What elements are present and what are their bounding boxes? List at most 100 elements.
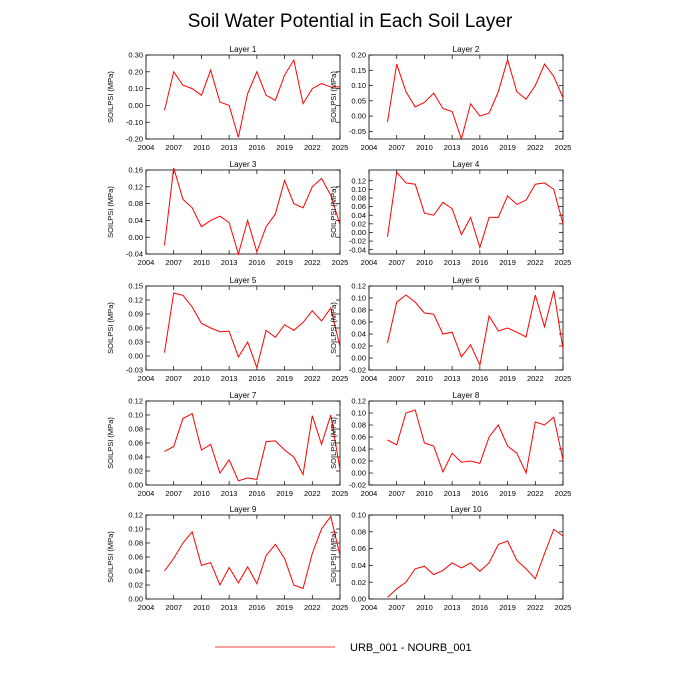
plot-frame [368, 285, 564, 371]
panel-title: Layer 8 [453, 391, 480, 400]
legend-label: URB_001 - NOURB_001 [350, 642, 472, 654]
y-axis-label: SOILPSI (MPa) [329, 186, 338, 238]
x-tick-label: 2016 [472, 143, 489, 152]
y-tick-label: 0.12 [351, 282, 366, 291]
plot-frame [368, 169, 564, 255]
y-tick-label: 0.04 [351, 330, 366, 339]
panel-title: Layer 4 [453, 160, 480, 169]
y-tick-label: 0.02 [351, 457, 366, 466]
y-tick-label: 0.04 [128, 216, 143, 225]
y-tick-label: 0.04 [351, 211, 366, 220]
x-tick-label: 2007 [165, 143, 182, 152]
x-tick-label: 2010 [193, 143, 210, 152]
y-tick-label: 0.00 [351, 112, 366, 121]
x-tick-label: 2025 [332, 374, 349, 383]
y-tick-label: 0.08 [351, 306, 366, 315]
y-tick-label: 0.12 [128, 296, 143, 305]
panel-layer-3: Layer 3 2004 2007 2010 2013 2016 2019 2022 2025 -… [106, 160, 348, 267]
x-tick-label: 2022 [527, 143, 544, 152]
x-tick-label: 2013 [444, 143, 461, 152]
y-tick-label: 0.02 [351, 219, 366, 228]
panel-layer-7: Layer 7 2004 2007 2010 2013 2016 2019 2022 2025 0… [106, 391, 348, 498]
y-axis-label: SOILPSI (MPa) [329, 302, 338, 354]
y-tick-label: -0.04 [349, 245, 366, 254]
y-tick-label: 0.08 [351, 527, 366, 536]
x-tick-label: 2025 [332, 258, 349, 267]
y-tick-label: 0.12 [128, 397, 143, 406]
y-tick-label: 0.08 [128, 199, 143, 208]
x-tick-label: 2010 [416, 489, 433, 498]
panel-title: Layer 9 [230, 505, 257, 514]
y-tick-label: 0.16 [128, 166, 143, 175]
x-tick-label: 2007 [388, 489, 405, 498]
y-tick-label: 0.09 [128, 310, 143, 319]
y-tick-label: 0.00 [128, 233, 143, 242]
x-tick-label: 2013 [444, 258, 461, 267]
panel-title: Layer 5 [230, 276, 257, 285]
y-axis-label: SOILPSI (MPa) [106, 302, 115, 354]
y-tick-label: 0.02 [128, 581, 143, 590]
y-tick-label: -0.03 [126, 366, 143, 375]
y-tick-label: 0.02 [351, 342, 366, 351]
x-tick-label: 2016 [472, 258, 489, 267]
plot-frame [145, 54, 341, 140]
figure-title: Soil Water Potential in Each Soil Layer [188, 11, 513, 32]
y-tick-label: 0.00 [351, 228, 366, 237]
series-line-urb-minus-nourb [164, 412, 341, 482]
x-tick-label: 2004 [138, 603, 155, 612]
x-tick-label: 2013 [221, 143, 238, 152]
y-axis-label: SOILPSI (MPa) [106, 71, 115, 123]
x-tick-label: 2013 [444, 489, 461, 498]
y-tick-label: 0.12 [128, 511, 143, 520]
x-tick-label: 2007 [165, 258, 182, 267]
y-axis-label: SOILPSI (MPa) [106, 186, 115, 238]
x-tick-label: 2016 [472, 374, 489, 383]
y-tick-label: 0.06 [128, 324, 143, 333]
y-tick-label: 0.06 [351, 202, 366, 211]
y-tick-label: 0.10 [128, 411, 143, 420]
x-tick-label: 2013 [444, 374, 461, 383]
x-tick-label: 2025 [332, 143, 349, 152]
y-tick-label: 0.10 [351, 81, 366, 90]
panel-title: Layer 6 [453, 276, 480, 285]
x-tick-label: 2004 [361, 258, 378, 267]
x-tick-label: 2010 [416, 143, 433, 152]
y-tick-label: 0.02 [351, 578, 366, 587]
x-tick-label: 2025 [555, 489, 572, 498]
y-tick-label: 0.06 [128, 553, 143, 562]
x-tick-label: 2016 [472, 489, 489, 498]
y-axis-label: SOILPSI (MPa) [329, 417, 338, 469]
x-tick-label: 2019 [499, 143, 516, 152]
y-tick-label: 0.10 [128, 84, 143, 93]
series-line-urb-minus-nourb [163, 58, 340, 138]
y-tick-label: 0.20 [351, 51, 366, 60]
y-tick-label: 0.00 [128, 101, 143, 110]
plot-frame [368, 514, 564, 600]
y-axis-label: SOILPSI (MPa) [106, 417, 115, 469]
legend: URB_001 - NOURB_001 [215, 642, 472, 654]
x-tick-label: 2007 [388, 258, 405, 267]
x-tick-label: 2022 [304, 258, 321, 267]
y-tick-label: 0.12 [351, 176, 366, 185]
y-tick-label: 0.06 [128, 439, 143, 448]
y-tick-label: 0.12 [128, 182, 143, 191]
y-tick-label: 0.12 [351, 397, 366, 406]
y-tick-label: 0.15 [128, 282, 143, 291]
x-tick-label: 2013 [221, 603, 238, 612]
y-tick-label: 0.15 [351, 66, 366, 75]
panel-layer-5: Layer 5 2004 2007 2010 2013 2016 2019 2022 2025 -… [106, 276, 348, 383]
x-tick-label: 2025 [332, 489, 349, 498]
y-tick-label: 0.20 [128, 67, 143, 76]
x-tick-label: 2025 [555, 603, 572, 612]
y-tick-label: 0.00 [351, 469, 366, 478]
y-tick-label: 0.00 [128, 481, 143, 490]
x-tick-label: 2004 [138, 489, 155, 498]
x-tick-label: 2016 [249, 603, 266, 612]
panel-layer-10: Layer 10 2004 2007 2010 2013 2016 2019 2022 2025… [329, 505, 571, 612]
series-line-urb-minus-nourb [387, 409, 564, 475]
x-tick-label: 2016 [472, 603, 489, 612]
y-tick-label: 0.06 [351, 433, 366, 442]
y-tick-label: 0.10 [128, 525, 143, 534]
x-tick-label: 2019 [499, 374, 516, 383]
